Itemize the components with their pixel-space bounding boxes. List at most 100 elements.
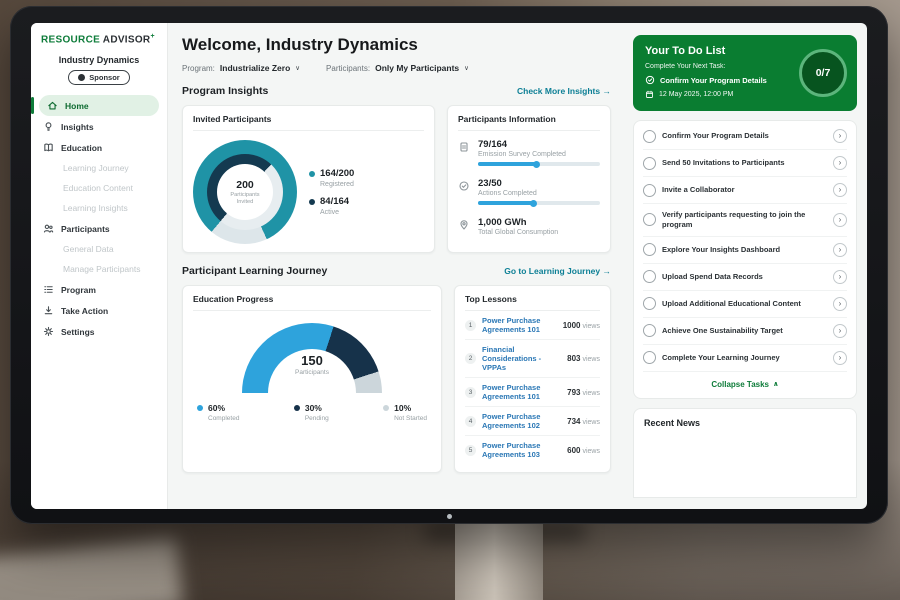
task-checkbox[interactable] xyxy=(643,156,656,170)
task-row[interactable]: Achieve One Sustainability Target › xyxy=(643,318,847,345)
task-row[interactable]: Complete Your Learning Journey › xyxy=(643,345,847,372)
legend-dot-pending xyxy=(293,405,300,411)
lesson-link[interactable]: Power Purchase Agreements 103 xyxy=(482,441,541,459)
legend-item: 84/164 Active xyxy=(309,196,354,216)
todo-column: Your To Do List Complete Your Next Task:… xyxy=(623,23,867,509)
lesson-rank: 4 xyxy=(465,415,476,427)
card-title: Invited Participants xyxy=(193,114,424,131)
task-row[interactable]: Explore Your Insights Dashboard › xyxy=(643,237,847,264)
legend-item: 60% Completed xyxy=(197,403,239,422)
home-icon xyxy=(47,100,58,111)
task-row[interactable]: Upload Spend Data Records › xyxy=(643,264,847,291)
task-label: Upload Spend Data Records xyxy=(662,271,763,281)
collapse-tasks-link[interactable]: Collapse Tasks ∧ xyxy=(643,372,847,396)
calendar-icon xyxy=(646,90,653,98)
location-pin-icon xyxy=(458,218,470,230)
legend-value: 84/164 xyxy=(320,196,350,207)
sidebar-item-take-action[interactable]: Take Action xyxy=(31,300,167,321)
sidebar-item-learning-insights[interactable]: Learning Insights xyxy=(31,198,167,218)
sidebar-item-participants[interactable]: Participants xyxy=(31,218,167,239)
donut-center-value: 200 xyxy=(236,178,254,191)
sidebar-item-insights[interactable]: Insights xyxy=(31,116,167,137)
list-icon xyxy=(43,284,54,295)
program-select[interactable]: Program: Industrialize Zero ∨ xyxy=(182,63,300,73)
sidebar-item-label: Participants xyxy=(61,223,110,234)
sidebar-item-learning-journey[interactable]: Learning Journey xyxy=(31,158,167,178)
task-row[interactable]: Send 50 Invitations to Participants › xyxy=(643,150,847,177)
lesson-row: 1 Power Purchase Agreements 101 1000 view… xyxy=(465,311,600,340)
chevron-right-icon[interactable]: › xyxy=(833,183,847,197)
chevron-down-icon: ∨ xyxy=(464,65,469,72)
lesson-row: 5 Power Purchase Agreements 103 600 views xyxy=(465,436,600,464)
sidebar-item-home[interactable]: Home xyxy=(31,95,159,117)
lesson-row: 4 Power Purchase Agreements 102 734 views xyxy=(465,407,600,436)
sidebar-item-program[interactable]: Program xyxy=(31,279,167,300)
lesson-rank: 5 xyxy=(465,444,476,456)
task-label: Confirm Your Program Details xyxy=(662,131,769,141)
lesson-views-count: 734 xyxy=(567,416,581,426)
check-more-insights-link[interactable]: Check More Insights → xyxy=(517,86,611,96)
book-icon xyxy=(43,142,54,153)
legend-label: Not Started xyxy=(394,415,427,422)
chevron-right-icon[interactable]: › xyxy=(833,129,847,143)
sidebar-item-manage-participants[interactable]: Manage Participants xyxy=(31,259,167,279)
chevron-right-icon[interactable]: › xyxy=(833,323,847,338)
progress-bar-actions xyxy=(478,199,600,207)
legend-dot-active xyxy=(309,198,315,205)
task-row[interactable]: Upload Additional Educational Content › xyxy=(643,291,847,318)
monitor-stand xyxy=(455,522,543,600)
go-to-learning-journey-link[interactable]: Go to Learning Journey → xyxy=(504,266,611,276)
power-led xyxy=(447,514,452,519)
task-checkbox[interactable] xyxy=(643,243,656,256)
task-checkbox[interactable] xyxy=(643,129,656,143)
lesson-views-suffix: views xyxy=(582,447,600,455)
task-checkbox[interactable] xyxy=(643,183,656,197)
task-label: Invite a Collaborator xyxy=(662,185,735,195)
lesson-link[interactable]: Financial Considerations - VPPAs xyxy=(482,345,542,372)
top-lessons-card: Top Lessons 1 Power Purchase Agreements … xyxy=(454,285,611,473)
chevron-right-icon[interactable]: › xyxy=(833,212,847,227)
chevron-right-icon[interactable]: › xyxy=(833,242,847,257)
chevron-right-icon[interactable]: › xyxy=(833,156,847,170)
gauge-center-label: Participants xyxy=(295,369,329,376)
task-checkbox[interactable] xyxy=(643,270,656,283)
monitor-bezel: RESOURCE ADVISOR+ Industry Dynamics Spon… xyxy=(10,6,888,524)
lesson-rank: 3 xyxy=(465,386,476,398)
arrow-right-icon: → xyxy=(602,266,612,276)
info-value: 79/164 xyxy=(478,139,508,150)
todo-progress-value: 0/7 xyxy=(815,67,831,79)
sidebar-item-label: Settings xyxy=(61,326,95,337)
task-row[interactable]: Invite a Collaborator › xyxy=(643,177,847,204)
task-checkbox[interactable] xyxy=(643,324,656,337)
lesson-views-suffix: views xyxy=(582,322,600,330)
sidebar-item-education[interactable]: Education xyxy=(31,137,167,158)
lesson-link[interactable]: Power Purchase Agreements 101 xyxy=(482,383,541,401)
chevron-right-icon[interactable]: › xyxy=(833,269,847,284)
sponsor-badge[interactable]: Sponsor xyxy=(68,70,130,86)
lesson-views-suffix: views xyxy=(582,418,600,426)
task-label: Achieve One Sustainability Target xyxy=(662,325,783,335)
recent-news-title: Recent News xyxy=(644,417,701,428)
sidebar-item-general-data[interactable]: General Data xyxy=(31,239,167,259)
info-label: Total Global Consumption xyxy=(478,229,559,236)
task-row[interactable]: Verify participants requesting to join t… xyxy=(643,204,847,237)
main-content: Welcome, Industry Dynamics Program: Indu… xyxy=(168,23,623,509)
info-row: 79/164 Emission Survey Completed xyxy=(458,131,600,170)
task-row[interactable]: Confirm Your Program Details › xyxy=(643,123,847,150)
education-progress-card: Education Progress 150 Participants 60 xyxy=(182,285,442,473)
chevron-right-icon[interactable]: › xyxy=(833,350,847,365)
sidebar: RESOURCE ADVISOR+ Industry Dynamics Spon… xyxy=(31,23,168,509)
sidebar-item-settings[interactable]: Settings xyxy=(31,321,167,342)
org-name: Industry Dynamics xyxy=(58,55,140,66)
participants-select[interactable]: Participants: Only My Participants ∨ xyxy=(326,63,469,73)
task-checkbox[interactable] xyxy=(643,213,656,227)
lesson-link[interactable]: Power Purchase Agreements 102 xyxy=(482,412,541,430)
logo-advisor: ADVISOR xyxy=(102,34,151,46)
chevron-right-icon[interactable]: › xyxy=(833,296,847,311)
task-checkbox[interactable] xyxy=(643,351,656,364)
education-gauge-chart: 150 Participants xyxy=(242,323,382,393)
sidebar-item-education-content[interactable]: Education Content xyxy=(31,178,167,198)
task-label: Send 50 Invitations to Participants xyxy=(662,158,785,168)
lesson-link[interactable]: Power Purchase Agreements 101 xyxy=(482,316,541,334)
task-checkbox[interactable] xyxy=(643,297,656,310)
